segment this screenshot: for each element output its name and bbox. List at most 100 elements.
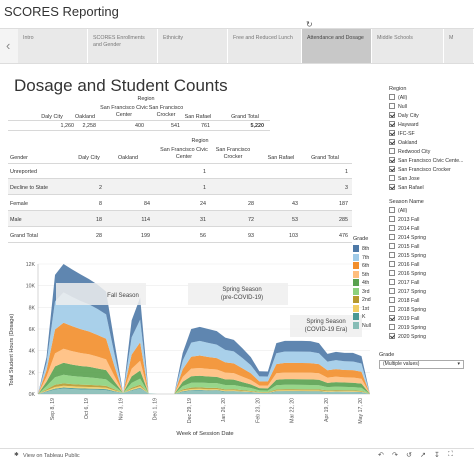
region_filter-item[interactable]: San Rafael (389, 184, 469, 193)
checkbox-icon[interactable] (389, 279, 395, 286)
season_filter-item[interactable]: 2015 Fall (389, 243, 469, 252)
table2-row-divider (8, 194, 352, 195)
legend-swatch (353, 245, 359, 253)
table1-col-header: San Rafael (184, 114, 212, 120)
table2-cell: 1 (203, 169, 206, 175)
table2-cell: 2 (99, 185, 102, 191)
tab-2[interactable]: Ethnicity (158, 29, 228, 63)
checkbox-icon[interactable] (389, 166, 395, 173)
table2-row-label: Decline to State (10, 185, 49, 191)
table2-cell: 3 (345, 185, 348, 191)
checkbox-icon[interactable] (389, 288, 395, 295)
region_filter-item[interactable]: San Francisco Civic Cente... (389, 157, 469, 166)
checkbox-icon[interactable] (389, 130, 395, 137)
region_filter-item-label: San Jose (398, 176, 420, 182)
grade-legend-item: 5th (353, 270, 371, 280)
season_filter-item[interactable]: 2017 Spring (389, 288, 469, 297)
region_filter-item[interactable]: IFC-SF (389, 130, 469, 139)
fullscreen-icon[interactable]: ⛶ (448, 451, 453, 458)
checkbox-icon[interactable] (389, 270, 395, 277)
tab-3[interactable]: Free and Reduced Lunch (228, 29, 302, 63)
season_filter-item[interactable]: 2018 Spring (389, 306, 469, 315)
table2-cell: 28 (96, 233, 102, 239)
season_filter-item[interactable]: 2016 Fall (389, 261, 469, 270)
region_filter-item[interactable]: San Francisco Crocker (389, 166, 469, 175)
season_filter-item[interactable]: 2018 Fall (389, 297, 469, 306)
view-on-tableau-link[interactable]: View on Tableau Public (23, 453, 80, 459)
checkbox-icon[interactable] (389, 148, 395, 155)
tab-4[interactable]: Attendance and Dosage (302, 29, 372, 63)
table1-col-header: San Francisco Civic Center (100, 105, 148, 118)
table2-col-header: San Francisco Civic Center (160, 147, 208, 160)
checkbox-icon[interactable] (389, 324, 395, 331)
table1-cell: 761 (201, 123, 210, 129)
table2-row-band (8, 211, 352, 226)
tab-5[interactable]: Middle Schools (372, 29, 444, 63)
redo-icon[interactable]: ↷ (392, 452, 398, 459)
legend-swatch (353, 296, 359, 304)
table2-cell: 187 (339, 201, 348, 207)
region_filter-item[interactable]: Hayward (389, 121, 469, 130)
checkbox-icon[interactable] (389, 315, 395, 322)
region_filter-item[interactable]: Null (389, 103, 469, 112)
checkbox-icon[interactable] (389, 306, 395, 313)
table2-row-header: Gender (10, 155, 28, 161)
grade-filter-dropdown[interactable]: (Multiple values) ▾ (379, 360, 464, 369)
season_filter-item[interactable]: 2014 Spring (389, 234, 469, 243)
chart-areas (38, 264, 370, 394)
checkbox-icon[interactable] (389, 225, 395, 232)
checkbox-icon[interactable] (389, 112, 395, 119)
checkbox-icon[interactable] (389, 121, 395, 128)
revert-icon[interactable]: ↺ (406, 452, 412, 459)
checkbox-icon[interactable] (389, 184, 395, 191)
tab-0[interactable]: Intro (18, 29, 88, 63)
region_filter-item[interactable]: (All) (389, 94, 469, 103)
season_filter-item[interactable]: 2015 Spring (389, 252, 469, 261)
season_filter-item[interactable]: 2016 Spring (389, 270, 469, 279)
season_filter-item[interactable]: 2020 Spring (389, 333, 469, 342)
checkbox-icon[interactable] (389, 103, 395, 110)
area-series-4th (38, 362, 370, 394)
region_filter-item[interactable]: Oakland (389, 139, 469, 148)
checkbox-icon[interactable] (389, 157, 395, 164)
region_filter-item[interactable]: Daly City (389, 112, 469, 121)
prev-arrow-icon[interactable]: ‹ (6, 38, 11, 53)
grade-legend-title: Grade (353, 236, 369, 242)
region_filter-item[interactable]: San Jose (389, 175, 469, 184)
share-icon[interactable]: ↗ (420, 452, 426, 459)
tab-1[interactable]: SCORES Enrollments and Gender (88, 29, 158, 63)
checkbox-icon[interactable] (389, 297, 395, 304)
season_filter-item[interactable]: 2013 Fall (389, 216, 469, 225)
checkbox-icon[interactable] (389, 139, 395, 146)
season_filter-item-label: 2015 Spring (398, 253, 426, 259)
checkbox-icon[interactable] (389, 261, 395, 268)
table2-row-band (8, 179, 352, 194)
tab-6[interactable]: M (444, 29, 474, 63)
table2-row-label: Unreported (10, 169, 37, 175)
grade-legend-label: 3rd (362, 288, 370, 295)
checkbox-icon[interactable] (389, 175, 395, 182)
checkbox-icon[interactable] (389, 333, 395, 340)
y-tick-label: 8K (29, 305, 36, 311)
season_filter-item[interactable]: 2014 Fall (389, 225, 469, 234)
annotation-box (188, 283, 288, 305)
season_filter-item[interactable]: 2019 Fall (389, 315, 469, 324)
chart-y-ticks: 0K 2K 4K 6K 8K 10K 12K (26, 262, 36, 398)
season_filter-item[interactable]: 2019 Spring (389, 324, 469, 333)
legend-swatch (353, 262, 359, 270)
season_filter-item[interactable]: (All) (389, 207, 469, 216)
season_filter-item[interactable]: 2017 Fall (389, 279, 469, 288)
undo-icon[interactable]: ↶ (378, 452, 384, 459)
season_filter-item-label: 2014 Fall (398, 226, 420, 232)
checkbox-icon[interactable] (389, 207, 395, 214)
checkbox-icon[interactable] (389, 94, 395, 101)
region_filter-item-label: Daly City (398, 113, 419, 119)
y-tick-label: 4K (29, 349, 36, 355)
checkbox-icon[interactable] (389, 234, 395, 241)
checkbox-icon[interactable] (389, 243, 395, 250)
table2-row-divider (8, 226, 352, 227)
checkbox-icon[interactable] (389, 216, 395, 223)
download-icon[interactable]: ↧ (434, 452, 440, 459)
checkbox-icon[interactable] (389, 252, 395, 259)
region_filter-item[interactable]: Redwood City (389, 148, 469, 157)
